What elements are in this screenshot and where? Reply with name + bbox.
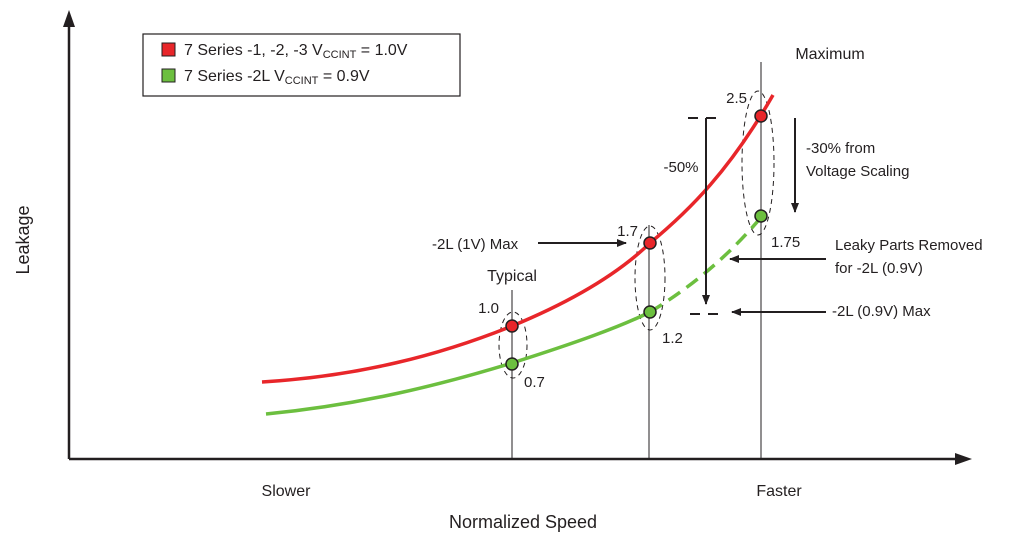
data-label-series-2-2: 1.2 [662, 330, 683, 347]
group-ellipse-typical [498, 311, 528, 379]
legend-swatch-series-2 [161, 68, 176, 83]
series-1-line [261, 94, 775, 384]
data-point-series-1-2 [643, 236, 657, 250]
leaky-label-line2: for -2L (0.9V) [835, 260, 923, 277]
series-2-line-dashed [649, 214, 764, 314]
group-ellipse-maximum [741, 90, 775, 236]
legend-label-series-1: 7 Series -1, -2, -3 VCCINT = 1.0V [184, 42, 408, 61]
x-axis-arrow-icon [955, 453, 972, 465]
y-axis-label: Leakage [13, 205, 33, 274]
legend-label-series-2: 7 Series -2L VCCINT = 0.9V [184, 68, 370, 87]
data-points: 1.0 1.7 2.5 0.7 1.2 1.75 [478, 90, 800, 391]
marker-label-typical: Typical [487, 268, 537, 285]
x-tick-label-faster: Faster [756, 483, 802, 500]
data-label-series-1-1: 1.0 [478, 300, 499, 317]
l09v-max-label: -2L (0.9V) Max [832, 303, 931, 320]
data-point-series-1-1 [505, 319, 519, 333]
legend-swatch-series-1 [161, 42, 176, 57]
data-label-series-1-3: 2.5 [726, 90, 747, 107]
data-point-series-2-3 [754, 209, 768, 223]
y-axis-arrow-icon [63, 10, 75, 27]
scaling-label-line2: Voltage Scaling [806, 163, 909, 180]
minus50-label: -50% [663, 159, 698, 176]
data-label-series-1-2: 1.7 [617, 223, 638, 240]
data-label-series-2-3: 1.75 [771, 234, 800, 251]
data-point-series-2-1 [505, 357, 519, 371]
marker-label-maximum: Maximum [795, 46, 864, 63]
legend-box [142, 33, 461, 97]
leaky-label-line1: Leaky Parts Removed [835, 237, 983, 254]
x-tick-label-slower: Slower [262, 483, 312, 500]
data-label-series-2-1: 0.7 [524, 374, 545, 391]
data-point-series-2-2 [643, 305, 657, 319]
x-axis-label: Normalized Speed [449, 512, 597, 532]
legend: 7 Series -1, -2, -3 VCCINT = 1.0V 7 Seri… [142, 33, 461, 97]
series-2-line-solid [265, 310, 651, 416]
group-ellipse-mid [634, 225, 666, 331]
l1v-max-label: -2L (1V) Max [432, 236, 519, 253]
data-point-series-1-3 [754, 109, 768, 123]
scaling-label-line1: -30% from [806, 140, 875, 157]
